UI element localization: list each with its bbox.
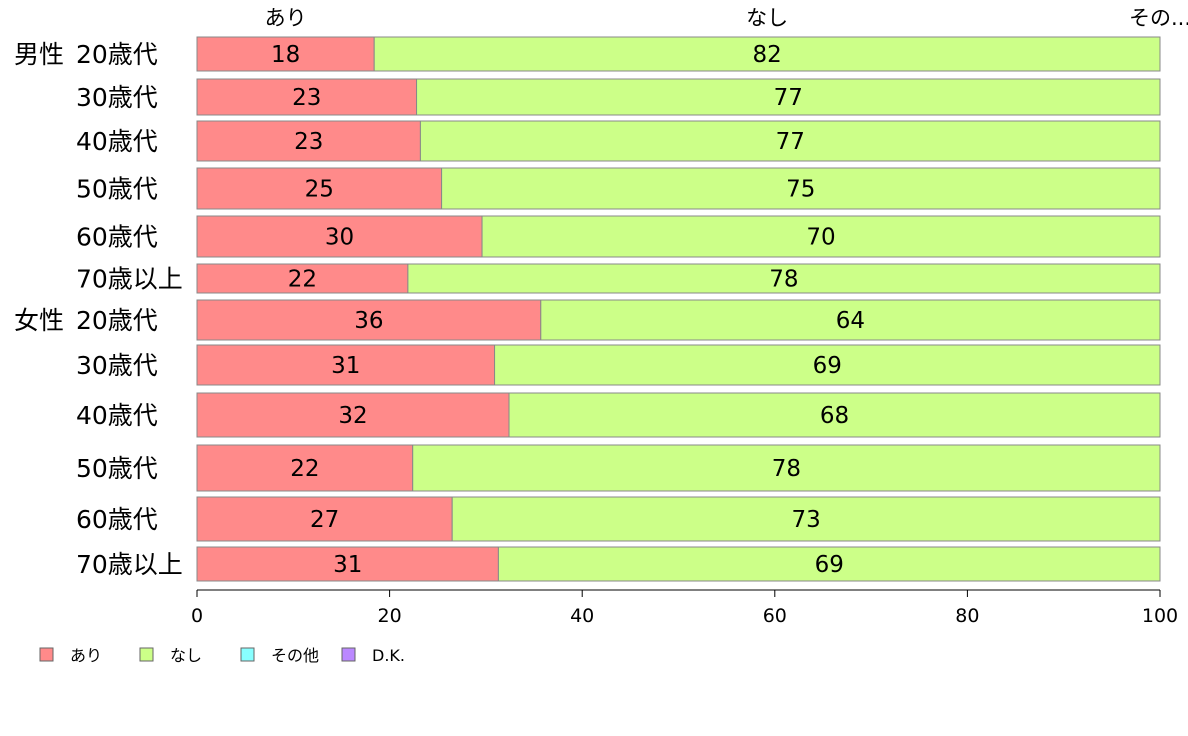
group-label: 男性 bbox=[14, 40, 64, 69]
data-label: 27 bbox=[310, 507, 339, 533]
legend-label: その他 bbox=[271, 646, 319, 665]
x-tick-label: 80 bbox=[955, 605, 979, 627]
bar-segment-2-row-12 bbox=[497, 546, 1161, 582]
legend-label: なし bbox=[170, 646, 202, 665]
data-label: 69 bbox=[813, 353, 842, 379]
bar-segment-1-row-3 bbox=[196, 120, 421, 162]
data-label: 78 bbox=[769, 267, 798, 293]
category-label: 60歳代 bbox=[76, 505, 158, 534]
data-label: 31 bbox=[333, 552, 362, 578]
legend-label: D.K. bbox=[372, 646, 405, 665]
category-label: 50歳代 bbox=[76, 175, 158, 204]
legend-label: あり bbox=[70, 646, 102, 665]
data-label: 69 bbox=[815, 552, 844, 578]
x-tick-label: 0 bbox=[191, 605, 203, 627]
bar-segment-1-row-10 bbox=[196, 444, 414, 492]
top-series-labels: あり なし その... bbox=[265, 6, 1188, 30]
data-label: 77 bbox=[774, 85, 803, 111]
bar-segment-2-row-3 bbox=[419, 120, 1161, 162]
data-label: 64 bbox=[836, 308, 865, 334]
category-labels: 20歳代男性30歳代40歳代50歳代60歳代70歳以上20歳代女性30歳代40歳… bbox=[14, 40, 183, 579]
data-label: 23 bbox=[292, 85, 321, 111]
x-tick-label: 40 bbox=[570, 605, 594, 627]
legend: あり なし その他 D.K. bbox=[39, 646, 405, 665]
data-label: 77 bbox=[776, 129, 805, 155]
x-tick-label: 20 bbox=[378, 605, 402, 627]
bar-segment-2-row-6 bbox=[407, 263, 1161, 294]
bar-segment-1-row-9 bbox=[196, 392, 510, 438]
data-label: 32 bbox=[338, 403, 367, 429]
data-label: 31 bbox=[331, 353, 360, 379]
bar-segment-2-row-10 bbox=[412, 444, 1161, 492]
bar-segment-1-row-1 bbox=[196, 36, 375, 72]
bars: 18 82 23 77 23 77 25 75 30 70 22 78 36 64 31 69 32 68 22 78… bbox=[196, 36, 1161, 582]
category-label: 40歳代 bbox=[76, 127, 158, 156]
x-tick-label: 60 bbox=[763, 605, 787, 627]
bar-segment-1-row-11 bbox=[196, 496, 453, 542]
data-label: 68 bbox=[820, 403, 849, 429]
data-label: 22 bbox=[290, 456, 319, 482]
category-label: 30歳代 bbox=[76, 351, 158, 380]
category-label: 30歳代 bbox=[76, 83, 158, 112]
data-label: 82 bbox=[752, 42, 781, 68]
category-label: 70歳以上 bbox=[76, 550, 183, 579]
top-series-label: その... bbox=[1129, 6, 1188, 30]
bar-segment-2-row-4 bbox=[441, 167, 1161, 210]
legend-swatch bbox=[240, 647, 255, 662]
data-label: 36 bbox=[354, 308, 383, 334]
x-axis: 0 20 40 60 80 100 bbox=[191, 589, 1178, 627]
bar-segment-2-row-7 bbox=[540, 299, 1161, 341]
bar-segment-1-row-2 bbox=[196, 78, 418, 116]
category-label: 60歳代 bbox=[76, 223, 158, 252]
data-label: 75 bbox=[786, 177, 815, 203]
data-label: 70 bbox=[806, 225, 835, 251]
bar-segment-2-row-11 bbox=[451, 496, 1161, 542]
data-label: 25 bbox=[305, 177, 334, 203]
bar-segment-1-row-7 bbox=[196, 299, 542, 341]
top-series-label: あり bbox=[265, 6, 307, 30]
bar-segment-2-row-9 bbox=[508, 392, 1161, 438]
bar-segment-1-row-12 bbox=[196, 546, 499, 582]
top-series-label: なし bbox=[746, 6, 788, 30]
bar-segment-2-row-8 bbox=[494, 344, 1161, 386]
data-label: 18 bbox=[271, 42, 300, 68]
legend-swatch bbox=[341, 647, 356, 662]
data-label: 78 bbox=[772, 456, 801, 482]
bar-segment-1-row-5 bbox=[196, 215, 483, 258]
data-label: 73 bbox=[791, 507, 820, 533]
category-label: 50歳代 bbox=[76, 454, 158, 483]
category-label: 40歳代 bbox=[76, 401, 158, 430]
group-label: 女性 bbox=[14, 306, 64, 335]
bar-segment-2-row-1 bbox=[373, 36, 1161, 72]
data-label: 22 bbox=[288, 267, 317, 293]
bar-segment-2-row-2 bbox=[416, 78, 1161, 116]
bar-segment-2-row-5 bbox=[481, 215, 1161, 258]
category-label: 20歳代 bbox=[76, 40, 158, 69]
category-label: 70歳以上 bbox=[76, 265, 183, 294]
category-label: 20歳代 bbox=[76, 306, 158, 335]
x-tick-label: 100 bbox=[1142, 605, 1178, 627]
bar-segment-1-row-4 bbox=[196, 167, 443, 210]
legend-swatch bbox=[139, 647, 154, 662]
data-label: 23 bbox=[294, 129, 323, 155]
data-label: 30 bbox=[325, 225, 354, 251]
legend-swatch bbox=[39, 647, 54, 662]
